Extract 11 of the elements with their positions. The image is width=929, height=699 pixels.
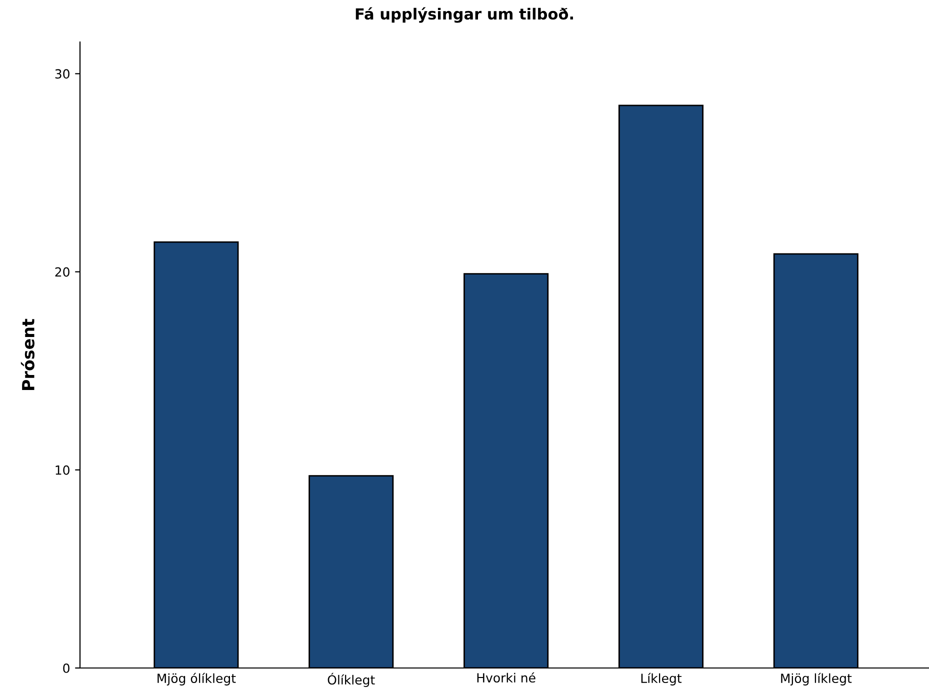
x-tick-label: Mjög ólíklegt bbox=[158, 672, 236, 686]
y-tick-label: 30 bbox=[55, 69, 70, 79]
y-tick-label: 20 bbox=[55, 267, 70, 277]
chart-title: Fá upplýsingar um tilboð. bbox=[356, 7, 573, 23]
x-tick-label: Ólíklegt bbox=[328, 672, 375, 688]
x-tick-label: Líklegt bbox=[641, 672, 682, 686]
x-tick-label: Hvorki né bbox=[477, 672, 536, 683]
y-tick-label: 0 bbox=[63, 663, 70, 673]
y-axis-title: Prósent bbox=[20, 318, 34, 390]
y-tick-label: 10 bbox=[56, 465, 70, 475]
x-tick-label: Mjög líklegt bbox=[781, 672, 852, 686]
